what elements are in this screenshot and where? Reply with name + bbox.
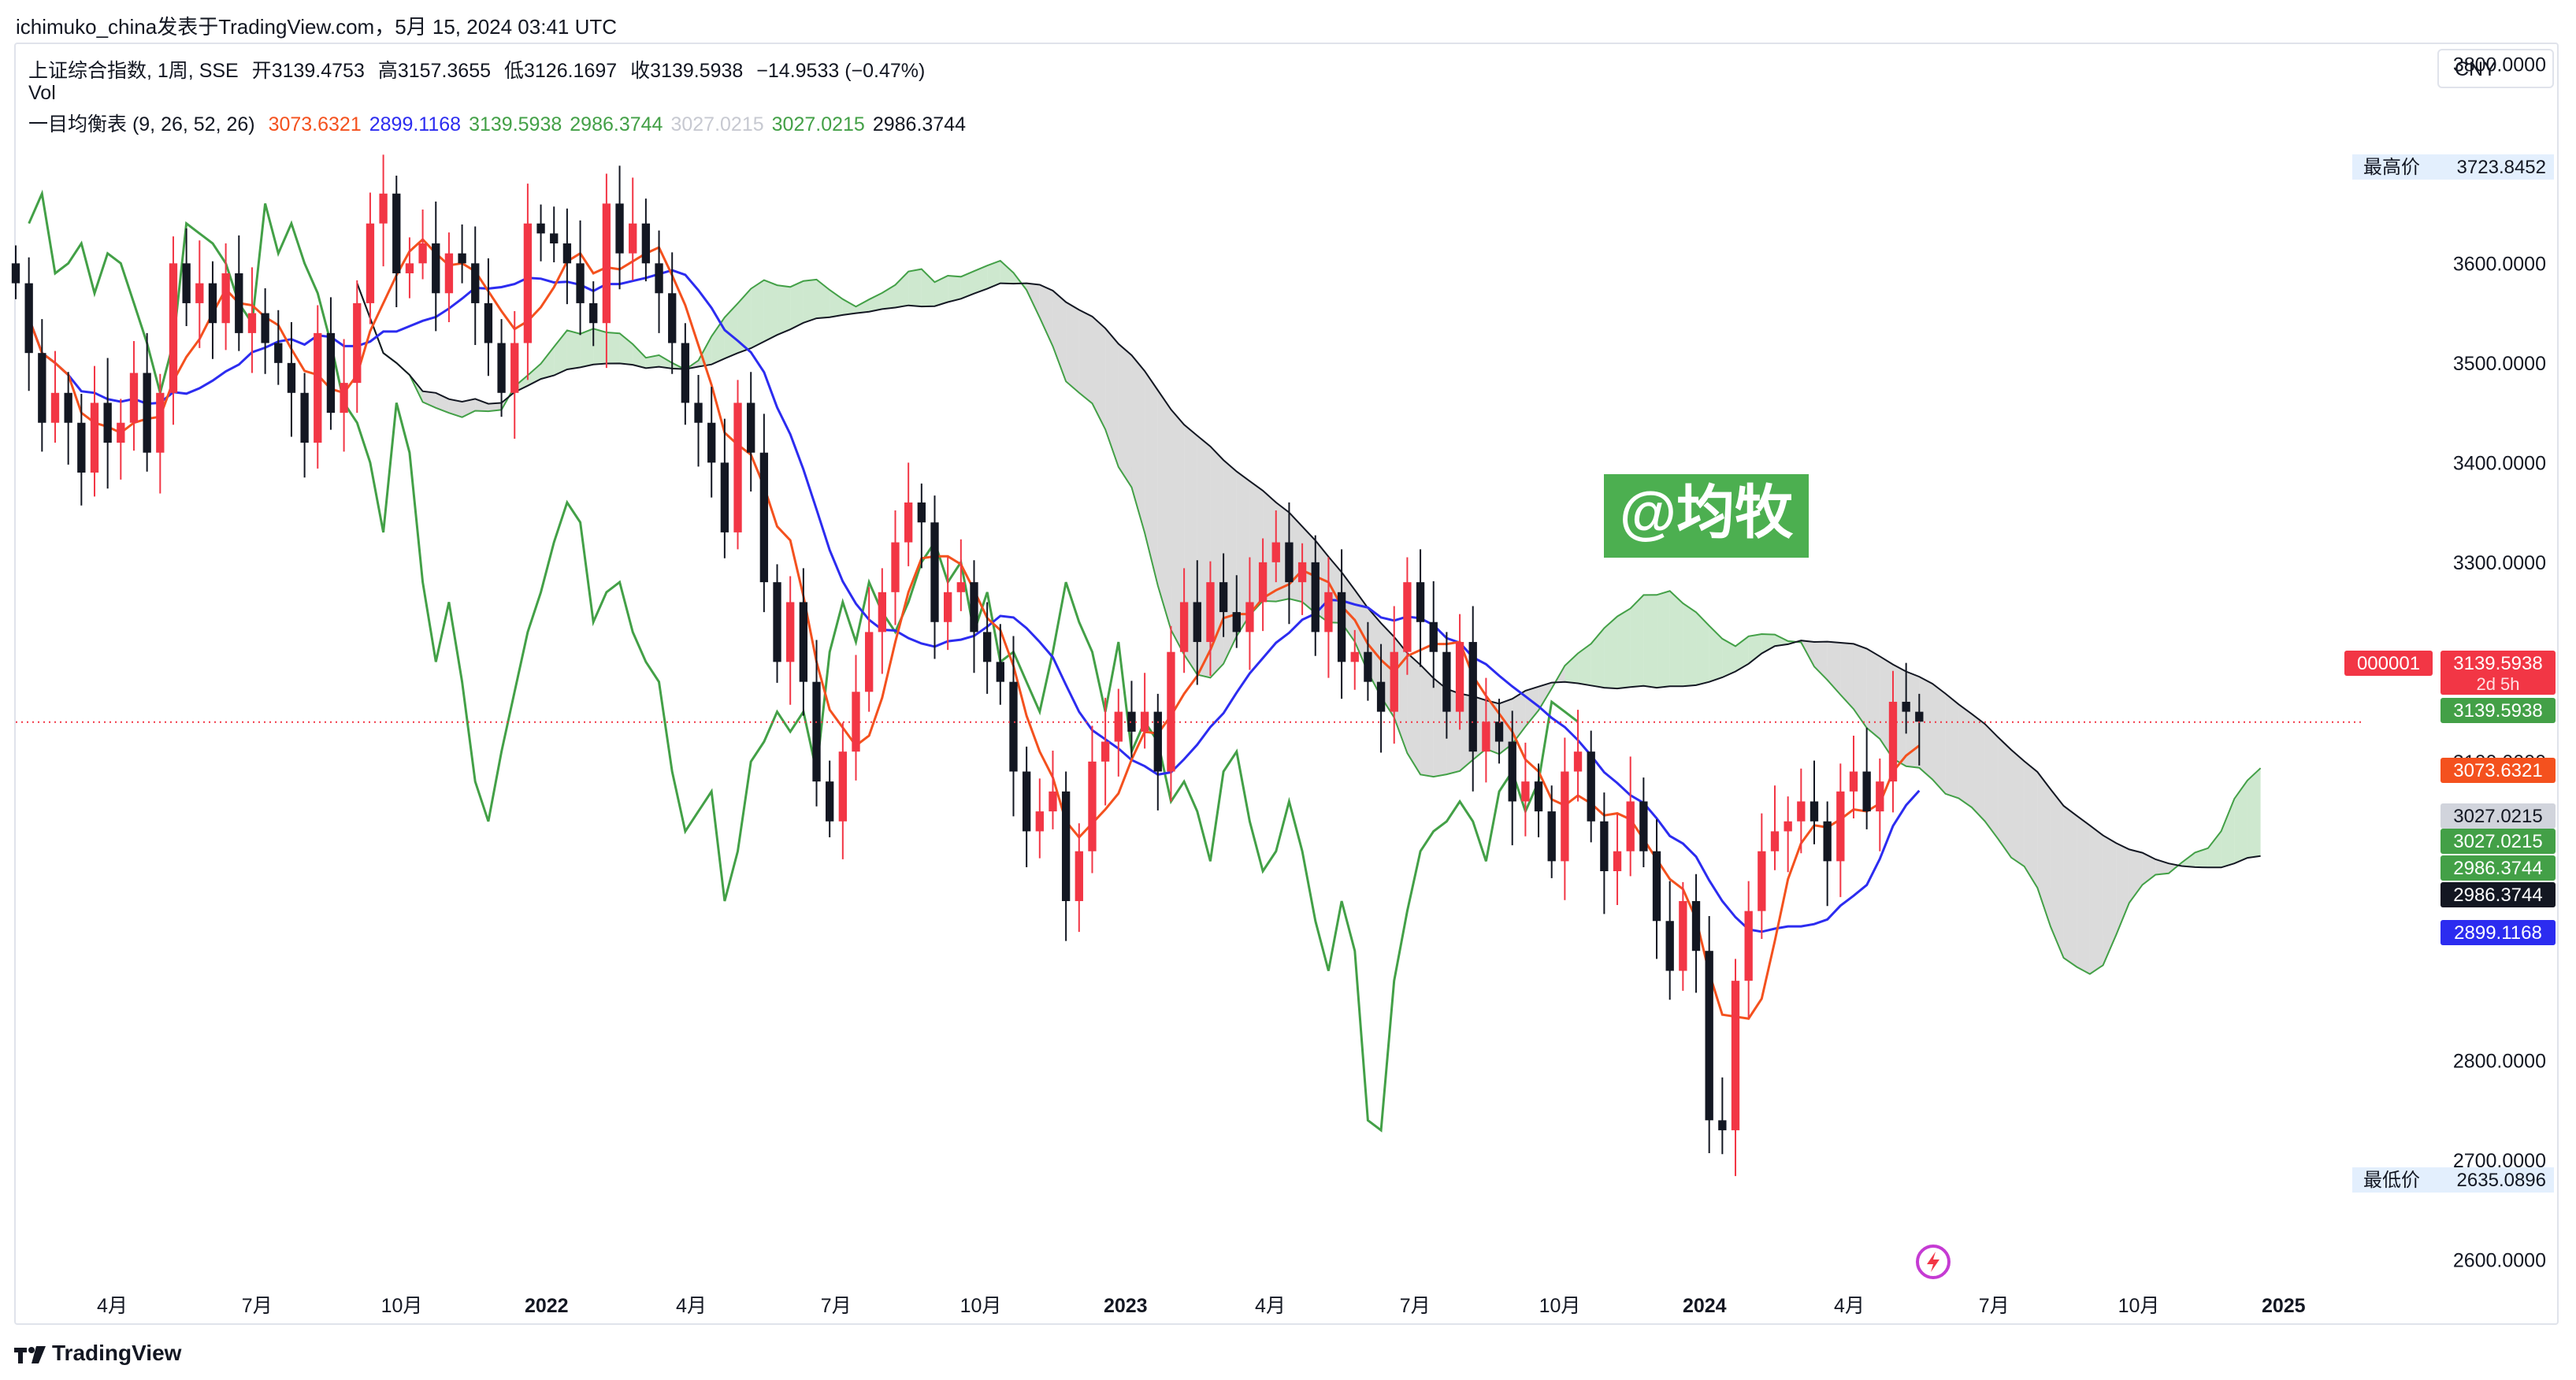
ichimoku-values: 3073.6321 2899.1168 3139.5938 2986.3744 3027… [269, 113, 974, 135]
currency-button[interactable]: CNY [2437, 49, 2554, 88]
close-label: 收 [630, 60, 651, 82]
chart-frame [14, 43, 2559, 1325]
brand-footer[interactable]: TradingView [14, 1341, 181, 1366]
open-value: 3139.4753 [271, 60, 365, 82]
change-value: −14.9533 (−0.47%) [756, 60, 926, 82]
tradingview-logo-icon [14, 1345, 46, 1363]
brand-name: TradingView [52, 1341, 182, 1365]
ichimoku-value: 2986.3744 [570, 113, 663, 135]
close-value: 3139.5938 [650, 60, 744, 82]
symbol-line: 上证综合指数, 1周, SSE [28, 60, 239, 82]
ichimoku-value: 3139.5938 [469, 113, 562, 135]
vol-label: Vol [28, 82, 56, 104]
ichimoku-legend[interactable]: 一目均衡表 (9, 26, 52, 26) 3073.6321 2899.1168… [28, 109, 982, 137]
open-label: 开 [251, 60, 272, 82]
ichimoku-value: 3073.6321 [268, 113, 362, 135]
low-value: 3126.1697 [524, 60, 618, 82]
ichimoku-value: 3027.0215 [670, 113, 764, 135]
vol-legend[interactable]: Vol [28, 82, 64, 105]
symbol-legend[interactable]: 上证综合指数, 1周, SSE 开3139.4753 高3157.3655 低3… [28, 55, 933, 83]
high-value: 3157.3655 [397, 60, 492, 82]
ichimoku-value: 3027.0215 [771, 113, 865, 135]
ichimoku-value: 2899.1168 [369, 113, 462, 135]
low-label: 低 [503, 60, 524, 82]
ichimoku-value: 2986.3744 [872, 113, 967, 135]
author-line: ichimuko_china发表于TradingView.com，5月 15, … [16, 15, 618, 39]
ichimoku-label: 一目均衡表 (9, 26, 52, 26) [28, 113, 255, 135]
high-label: 高 [377, 60, 398, 82]
